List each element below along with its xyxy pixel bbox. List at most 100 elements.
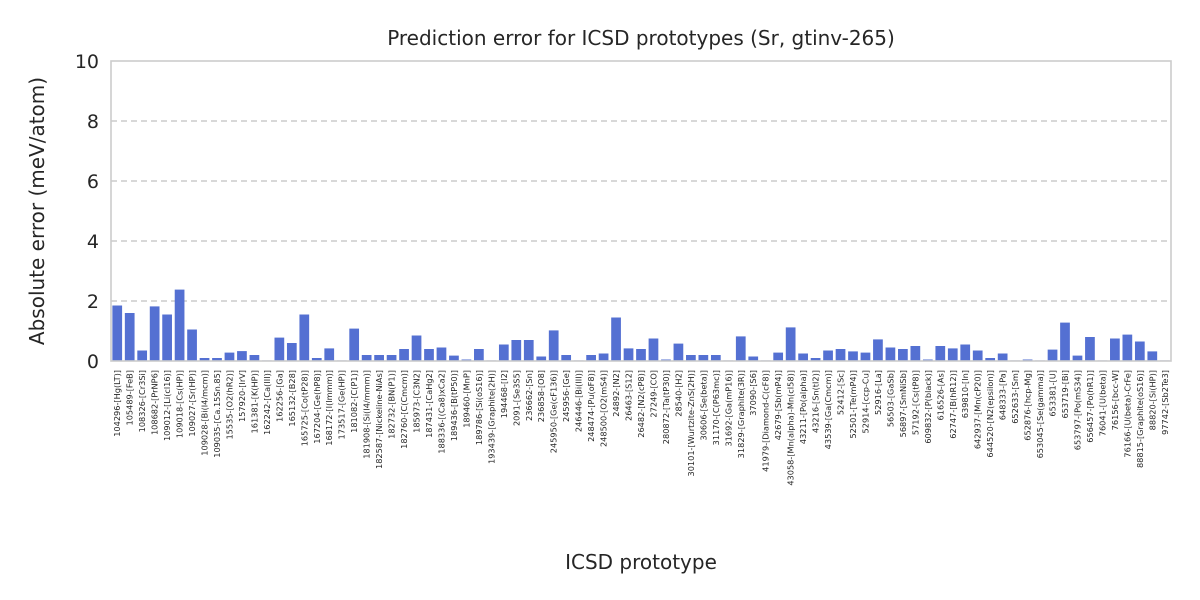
x-tick-label: 76041-[U(beta)] bbox=[1097, 370, 1107, 436]
x-tick-label: 248474-[Pu(oF8)] bbox=[586, 370, 596, 442]
y-tick-labels: 0 2 4 6 8 10 bbox=[75, 51, 99, 373]
bar bbox=[848, 351, 858, 361]
x-tick-labels: 104296-[Hg(LT)] 105489-[FeB] 108326-[Cr3Si… bbox=[112, 370, 1170, 486]
bar bbox=[860, 352, 871, 361]
x-tick-label: 109018-[Cs(HP)] bbox=[175, 370, 185, 438]
x-tick-label: 76156-[bcc-W] bbox=[1110, 370, 1120, 430]
bar bbox=[187, 329, 197, 361]
bar bbox=[1047, 349, 1058, 361]
bar bbox=[162, 314, 172, 361]
bar bbox=[798, 353, 808, 361]
x-tick-label: 30606-[Se(beta)] bbox=[698, 370, 708, 440]
x-tick-label: 652633-[Sm] bbox=[1010, 370, 1020, 424]
bar bbox=[411, 335, 422, 361]
x-tick-label: 236858-[O8] bbox=[536, 370, 546, 422]
bar bbox=[648, 338, 659, 361]
bar bbox=[611, 317, 621, 361]
bar bbox=[212, 358, 222, 361]
x-tick-label: 653045-[Se(gamma)] bbox=[1035, 370, 1045, 458]
bar bbox=[424, 349, 434, 361]
bar bbox=[174, 289, 185, 361]
x-tick-label: 52501-[Te(mP4)] bbox=[848, 370, 858, 439]
bar bbox=[112, 305, 123, 361]
x-tick-label: 245956-[Ge] bbox=[561, 370, 571, 422]
x-tick-label: 162256-[Ga] bbox=[274, 370, 284, 422]
x-tick-label: 639810-[In] bbox=[960, 370, 970, 418]
x-tick-label: 108326-[Cr3Si] bbox=[137, 370, 147, 432]
x-tick-label: 109012-[Li(cl16)] bbox=[162, 370, 172, 441]
bar bbox=[623, 348, 634, 361]
bar bbox=[1085, 337, 1095, 361]
y-tick-label: 4 bbox=[87, 231, 99, 253]
bar bbox=[1147, 351, 1158, 361]
y-axis-label: Absolute error (meV/atom) bbox=[25, 77, 49, 345]
bar bbox=[436, 347, 447, 361]
x-tick-label: 56503-[GaSb] bbox=[885, 370, 895, 427]
x-tick-label: 26482-[N2(cP8)] bbox=[636, 370, 646, 438]
bar bbox=[349, 328, 360, 361]
x-tick-label: 43211-[Po(alpha)] bbox=[798, 370, 808, 444]
x-tick-label: 31692-[Ga(mP16)] bbox=[723, 370, 733, 446]
x-tick-label: 161381-[K(HP)] bbox=[249, 370, 259, 433]
x-tick-label: 52914-[ccp-Cu] bbox=[860, 370, 870, 433]
x-tick-label: 109027-[Sr(HP)] bbox=[187, 370, 197, 437]
x-tick-label: 248500-[O2(mS4)] bbox=[599, 370, 609, 447]
x-tick-label: 104296-[Hg(LT)] bbox=[112, 370, 122, 437]
bar bbox=[124, 313, 135, 361]
x-tick-label: 52412-[Sc] bbox=[836, 370, 846, 415]
x-axis-label: ICSD prototype bbox=[565, 550, 717, 574]
x-tick-label: 162242-[Ca(III)] bbox=[262, 370, 272, 435]
bar bbox=[947, 348, 958, 361]
plot-frame bbox=[110, 60, 1172, 362]
x-tick-label: 76166-[U(beta)-CrFe] bbox=[1122, 370, 1132, 458]
x-tick-label: 43058-[Mn(alpha)-Mn(cI58)] bbox=[786, 370, 796, 486]
x-tick-label: 57192-[Cs(tP8)] bbox=[910, 370, 920, 435]
bar bbox=[399, 349, 409, 361]
bar bbox=[449, 355, 459, 361]
bar bbox=[997, 353, 1008, 361]
y-tick-label: 2 bbox=[87, 291, 99, 313]
bar bbox=[374, 355, 384, 361]
x-tick-label: 41979-[Diamond-C(cF8)] bbox=[761, 370, 771, 472]
x-tick-label: 56897-[SmNiSb] bbox=[898, 370, 908, 437]
bar bbox=[898, 349, 908, 361]
x-tick-label: 644520-[N2(epsilon)] bbox=[985, 370, 995, 458]
x-tick-label: 28540-[H2] bbox=[673, 370, 683, 417]
bar bbox=[224, 352, 235, 361]
x-tick-label: 653797-[Po(mS34)] bbox=[1072, 370, 1082, 450]
x-tick-label: 27249-[CO] bbox=[648, 370, 658, 418]
x-tick-label: 189460-[MnP] bbox=[461, 370, 471, 428]
bar bbox=[561, 355, 572, 361]
bar bbox=[686, 355, 696, 361]
x-tick-label: 653381-[U] bbox=[1048, 370, 1058, 417]
bar bbox=[1134, 341, 1145, 361]
x-tick-label: 194468-[I2] bbox=[499, 370, 509, 418]
x-tick-label: 280872-[Ta(tP30)] bbox=[661, 370, 671, 444]
x-tick-label: 165132-[B28] bbox=[287, 370, 297, 427]
bar bbox=[873, 339, 883, 361]
x-tick-label: 109028-[Bi(I4/mcm)] bbox=[200, 370, 210, 456]
x-tick-label: 108682-[PrNP6] bbox=[150, 370, 160, 435]
x-tick-label: 189436-[B(tP50)] bbox=[449, 370, 459, 441]
bar bbox=[249, 355, 260, 361]
bar bbox=[735, 336, 746, 361]
bar bbox=[835, 349, 846, 361]
bar bbox=[935, 346, 946, 361]
bar bbox=[1122, 334, 1133, 361]
bar bbox=[299, 314, 310, 361]
bar bbox=[536, 356, 547, 361]
x-tick-label: 173517-[Ge(HP)] bbox=[337, 370, 347, 439]
bar bbox=[1072, 355, 1083, 361]
x-tick-label: 167204-[Ge(hP8)] bbox=[312, 370, 322, 444]
bar bbox=[785, 327, 796, 361]
x-tick-label: 31170-[C(P63mc)] bbox=[711, 370, 721, 445]
x-tick-label: 181082-[C(P1)] bbox=[349, 370, 359, 433]
x-tick-label: 43216-[Sn(tI2)] bbox=[811, 370, 821, 433]
x-tick-label: 182732-[BN(P1)] bbox=[387, 370, 397, 439]
x-tick-label: 62747-[B(hR12)] bbox=[948, 370, 958, 439]
x-tick-label: 15535-[O2(hR2)] bbox=[224, 370, 234, 440]
x-tick-label: 245950-[Ge(cF136)] bbox=[549, 370, 559, 453]
bar bbox=[710, 355, 721, 361]
x-tick-label: 26463-[S12] bbox=[624, 370, 634, 421]
x-tick-label: 43539-[Ga(Cmcm)] bbox=[823, 370, 833, 449]
